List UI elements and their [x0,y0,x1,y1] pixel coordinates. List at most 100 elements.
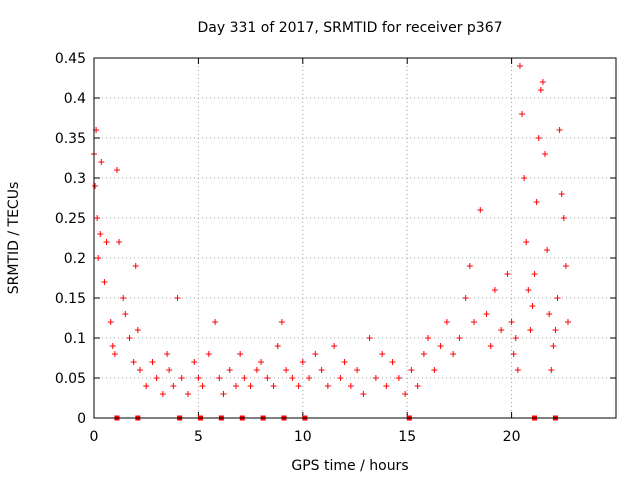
data-point [420,351,427,357]
data-point [184,391,191,397]
data-point [556,127,563,133]
data-point [347,383,354,389]
data-point [450,351,457,357]
data-point [548,367,555,373]
data-point [94,215,101,221]
data-point [504,271,511,277]
data-point [164,351,171,357]
data-point [337,375,344,381]
data-point [258,359,265,365]
data-point [107,319,114,325]
data-point [471,319,478,325]
data-point [122,311,129,317]
data-point [199,383,206,389]
data-point [395,375,402,381]
data-point [425,335,432,341]
data-point [226,367,233,373]
data-point [299,359,306,365]
data-point [92,183,99,189]
data-point [437,343,444,349]
data-point [537,87,544,93]
data-point [491,287,498,293]
y-tick-label: 0.3 [64,171,86,187]
data-point [552,327,559,333]
data-point [550,343,557,349]
data-point [170,383,177,389]
data-point [554,295,561,301]
data-point [253,367,260,373]
data-point [143,383,150,389]
data-point [544,247,551,253]
data-point [366,335,373,341]
x-tick-label: 10 [294,429,312,445]
data-point [443,319,450,325]
data-point [274,343,281,349]
data-point [166,367,173,373]
data-point [130,359,137,365]
data-point [402,391,409,397]
data-point [535,135,542,141]
data-point [216,375,223,381]
data-point [232,383,239,389]
data-point [519,111,526,117]
data-point [408,367,415,373]
data-point [431,367,438,373]
data-point [508,319,515,325]
data-point [466,263,473,269]
data-point [516,63,523,69]
data-point [360,391,367,397]
data-point [531,271,538,277]
y-tick-label: 0 [77,411,86,427]
y-tick-label: 0.35 [55,131,86,147]
data-point [533,199,540,205]
data-point [159,391,166,397]
x-axis-label: GPS time / hours [291,458,408,474]
data-point [558,191,565,197]
data-point [220,391,227,397]
data-point [560,215,567,221]
data-point [312,351,319,357]
y-tick-label: 0.15 [55,291,86,307]
data-point [97,231,104,237]
data-point [136,367,143,373]
data-point [103,239,110,245]
data-point [477,207,484,213]
data-point [389,359,396,365]
data-point [331,343,338,349]
data-point [195,375,202,381]
data-point [542,151,549,157]
data-point [514,367,521,373]
data-point [324,383,331,389]
y-tick-label: 0.4 [64,91,86,107]
data-point [483,311,490,317]
data-point [283,367,290,373]
data-point [512,335,519,341]
data-point [521,175,528,181]
plot-frame [93,57,617,419]
x-tick-label: 20 [503,429,521,445]
data-point [113,167,120,173]
data-point [295,383,302,389]
data-point [174,295,181,301]
grid-lines [94,58,616,418]
data-point [116,239,123,245]
data-point [379,351,386,357]
data-point [372,375,379,381]
data-point [111,351,118,357]
data-point [341,359,348,365]
y-axis-label: SRMTID / TECUs [6,182,22,295]
data-point [212,319,219,325]
data-point [498,327,505,333]
data-points [91,63,571,397]
data-point [237,351,244,357]
data-point [354,367,361,373]
data-point [109,343,116,349]
data-point [318,367,325,373]
data-point [487,343,494,349]
data-point [539,79,546,85]
x-tick-label: 5 [194,429,203,445]
data-point [264,375,271,381]
data-point [178,375,185,381]
data-point [306,375,313,381]
